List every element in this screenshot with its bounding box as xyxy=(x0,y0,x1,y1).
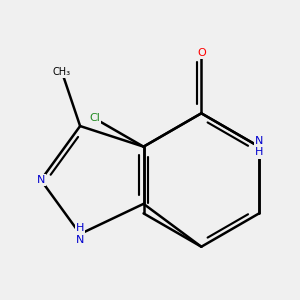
Text: CH₃: CH₃ xyxy=(53,67,71,77)
Text: N
H: N H xyxy=(255,136,263,158)
Text: O: O xyxy=(197,48,206,58)
Text: H
N: H N xyxy=(76,223,84,245)
Text: N: N xyxy=(37,175,45,185)
Text: Cl: Cl xyxy=(89,113,100,123)
